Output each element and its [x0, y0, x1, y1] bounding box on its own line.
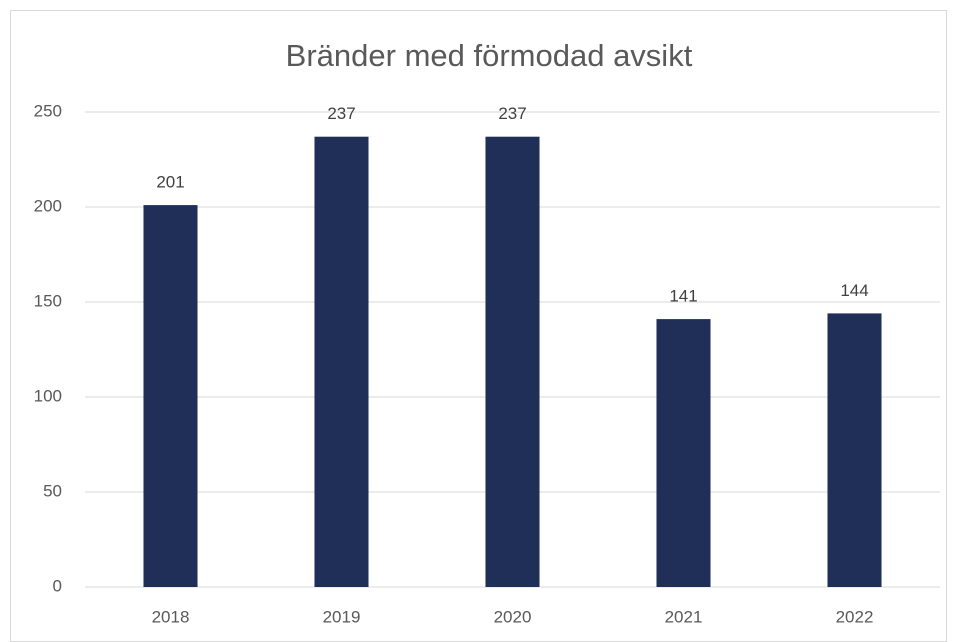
bar: [143, 205, 198, 587]
x-tick-label: 2018: [152, 607, 190, 626]
data-label: 237: [327, 104, 355, 123]
y-tick-label: 150: [34, 291, 62, 310]
bar: [827, 313, 882, 587]
data-label: 144: [840, 281, 868, 300]
data-label: 237: [498, 104, 526, 123]
bar: [485, 136, 540, 587]
bar: [656, 319, 711, 587]
data-label: 141: [669, 287, 697, 306]
x-tick-label: 2022: [836, 607, 874, 626]
y-tick-label: 200: [34, 196, 62, 215]
bar: [314, 136, 369, 587]
y-tick-label: 0: [53, 576, 62, 595]
y-tick-label: 100: [34, 386, 62, 405]
data-label: 201: [156, 173, 184, 192]
y-tick-label: 250: [34, 101, 62, 120]
chart-title: Bränder med förmodad avsikt: [286, 38, 693, 73]
y-tick-label: 50: [43, 481, 62, 500]
x-tick-label: 2019: [323, 607, 361, 626]
x-tick-label: 2020: [494, 607, 532, 626]
x-tick-label: 2021: [665, 607, 703, 626]
